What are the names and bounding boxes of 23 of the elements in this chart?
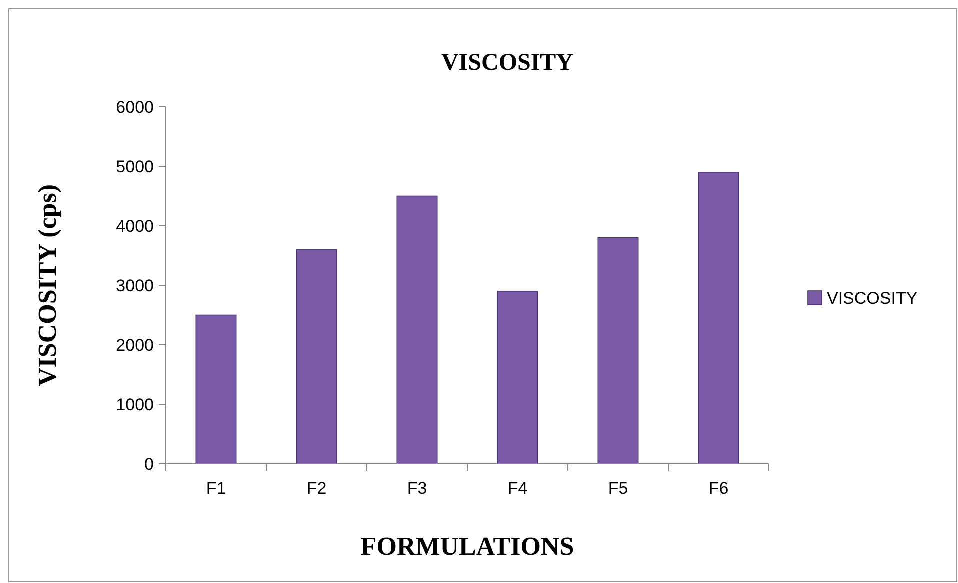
y-tick-label: 3000 — [116, 276, 154, 296]
x-tick-label: F5 — [608, 479, 628, 498]
bar — [396, 196, 438, 464]
y-tick-label: 2000 — [116, 336, 154, 355]
x-tick-label: F1 — [206, 479, 226, 498]
y-tick-label: 0 — [144, 454, 154, 474]
y-tick-label: 1000 — [116, 395, 154, 414]
y-tick-label: 5000 — [116, 157, 154, 176]
y-axis-title: VISCOSITY (cps) — [33, 184, 62, 387]
bar — [698, 172, 740, 464]
x-tick-label: F3 — [407, 479, 428, 498]
bar — [497, 291, 538, 464]
x-axis-title: FORMULATIONS — [360, 532, 574, 561]
bar — [598, 238, 639, 464]
y-tick-label: 4000 — [116, 216, 154, 236]
chart-title: VISCOSITY — [441, 50, 574, 76]
y-tick-label: 6000 — [116, 98, 154, 117]
legend-label: VISCOSITY — [827, 288, 918, 308]
x-tick-label: F4 — [508, 479, 528, 498]
bar — [296, 249, 338, 464]
bar — [196, 314, 237, 464]
x-tick-label: F2 — [306, 479, 327, 498]
x-tick-label: F6 — [708, 479, 729, 498]
